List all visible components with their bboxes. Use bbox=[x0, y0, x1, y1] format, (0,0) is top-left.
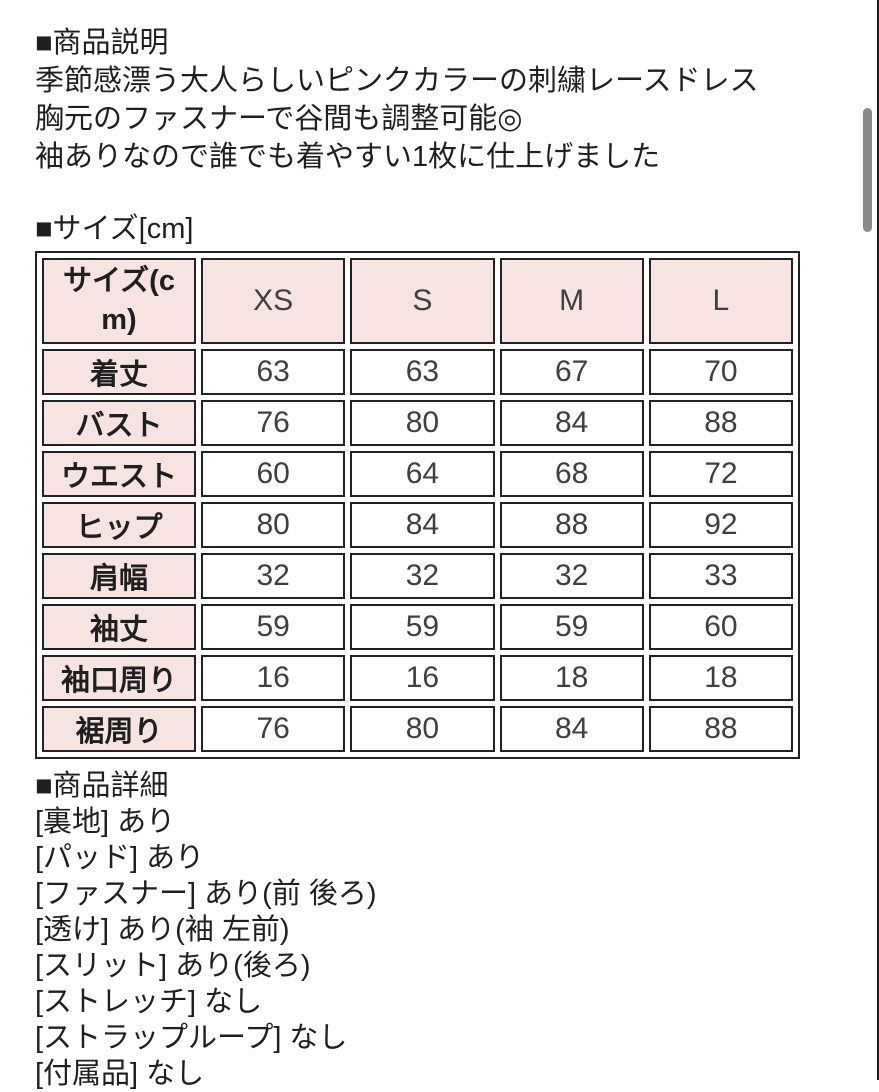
row-value: 32 bbox=[201, 553, 346, 600]
row-label: 袖口周り bbox=[42, 655, 196, 702]
row-value: 59 bbox=[499, 604, 644, 651]
row-value: 72 bbox=[648, 451, 793, 498]
detail-line: [裏地] あり bbox=[35, 806, 176, 839]
size-heading: ■サイズ[cm] bbox=[35, 213, 194, 245]
table-row: バスト 76 80 84 88 bbox=[42, 400, 793, 447]
row-value: 76 bbox=[201, 706, 346, 753]
row-value: 63 bbox=[350, 349, 495, 396]
row-value: 18 bbox=[648, 655, 793, 702]
row-value: 63 bbox=[201, 349, 346, 396]
row-value: 16 bbox=[350, 655, 495, 702]
row-value: 88 bbox=[648, 706, 793, 753]
product-description-section: ■商品説明 季節感漂う大人らしいピンクカラーの刺繍レースドレス 胸元のファスナー… bbox=[35, 24, 835, 176]
row-value: 68 bbox=[499, 451, 644, 498]
row-label: 袖丈 bbox=[42, 604, 196, 651]
table-row: 裾周り 76 80 84 88 bbox=[42, 706, 793, 753]
row-label: 裾周り bbox=[42, 706, 196, 753]
row-value: 60 bbox=[201, 451, 346, 498]
detail-line: [透け] あり(袖 左前) bbox=[35, 914, 290, 947]
detail-line: [付属品] なし bbox=[35, 1058, 205, 1091]
row-value: 59 bbox=[201, 604, 346, 651]
page-right-border bbox=[877, 0, 879, 1080]
details-heading: ■商品詳細 bbox=[35, 770, 169, 803]
size-header-s: S bbox=[350, 258, 495, 345]
size-section: ■サイズ[cm] サイズ(cm) XS S M L 着丈 63 63 bbox=[35, 210, 835, 760]
size-table-corner-header: サイズ(cm) bbox=[42, 258, 196, 345]
row-value: 80 bbox=[350, 400, 495, 447]
scrollbar-thumb[interactable] bbox=[863, 108, 872, 232]
size-header-l: L bbox=[648, 258, 793, 345]
detail-line: [パッド] あり bbox=[35, 842, 205, 875]
row-value: 18 bbox=[499, 655, 644, 702]
row-value: 60 bbox=[648, 604, 793, 651]
row-value: 67 bbox=[499, 349, 644, 396]
row-value: 92 bbox=[648, 502, 793, 549]
row-label: 着丈 bbox=[42, 349, 196, 396]
table-row: 袖口周り 16 16 18 18 bbox=[42, 655, 793, 702]
row-value: 84 bbox=[350, 502, 495, 549]
row-value: 64 bbox=[350, 451, 495, 498]
row-value: 88 bbox=[499, 502, 644, 549]
row-value: 80 bbox=[350, 706, 495, 753]
description-heading: ■商品説明 bbox=[35, 27, 169, 59]
row-value: 33 bbox=[648, 553, 793, 600]
size-table-header-row: サイズ(cm) XS S M L bbox=[42, 258, 793, 345]
detail-line: [ストレッチ] なし bbox=[35, 986, 263, 1019]
row-value: 80 bbox=[201, 502, 346, 549]
row-label: ヒップ bbox=[42, 502, 196, 549]
row-value: 88 bbox=[648, 400, 793, 447]
row-value: 16 bbox=[201, 655, 346, 702]
row-value: 70 bbox=[648, 349, 793, 396]
row-value: 84 bbox=[499, 400, 644, 447]
description-line: 季節感漂う大人らしいピンクカラーの刺繍レースドレス bbox=[35, 65, 759, 97]
detail-line: [ファスナー] あり(前 後ろ) bbox=[35, 878, 377, 911]
row-value: 59 bbox=[350, 604, 495, 651]
row-label: ウエスト bbox=[42, 451, 196, 498]
description-line: 袖ありなので誰でも着やすい1枚に仕上げました bbox=[35, 141, 661, 173]
size-table: サイズ(cm) XS S M L 着丈 63 63 67 70 バスト 76 bbox=[35, 251, 800, 760]
detail-line: [ストラップループ] なし bbox=[35, 1022, 348, 1055]
table-row: 着丈 63 63 67 70 bbox=[42, 349, 793, 396]
table-row: ウエスト 60 64 68 72 bbox=[42, 451, 793, 498]
row-label: 肩幅 bbox=[42, 553, 196, 600]
product-details-section: ■商品詳細 [裏地] あり [パッド] あり [ファスナー] あり(前 後ろ) … bbox=[35, 768, 835, 1092]
row-value: 32 bbox=[499, 553, 644, 600]
table-row: ヒップ 80 84 88 92 bbox=[42, 502, 793, 549]
row-value: 84 bbox=[499, 706, 644, 753]
table-row: 肩幅 32 32 32 33 bbox=[42, 553, 793, 600]
table-row: 袖丈 59 59 59 60 bbox=[42, 604, 793, 651]
detail-line: [スリット] あり(後ろ) bbox=[35, 950, 311, 983]
description-line: 胸元のファスナーで谷間も調整可能◎ bbox=[35, 103, 523, 135]
row-value: 76 bbox=[201, 400, 346, 447]
row-value: 32 bbox=[350, 553, 495, 600]
size-header-xs: XS bbox=[201, 258, 346, 345]
row-label: バスト bbox=[42, 400, 196, 447]
size-header-m: M bbox=[499, 258, 644, 345]
